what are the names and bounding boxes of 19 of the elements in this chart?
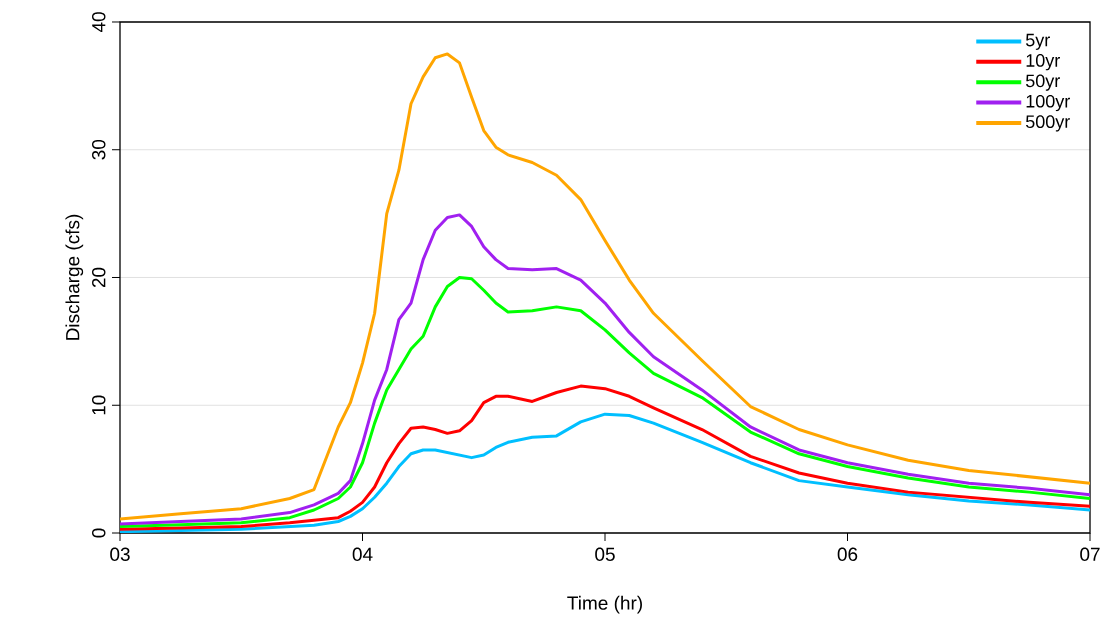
x-tick-label: 06 xyxy=(837,547,858,561)
y-axis-title: Discharge (cfs) xyxy=(65,214,84,340)
y-tick-label: 30 xyxy=(92,139,106,160)
y-tick-label: 0 xyxy=(92,528,106,538)
legend-label: 5yr xyxy=(1025,33,1050,50)
y-tick-label: 40 xyxy=(92,12,106,33)
x-tick-label: 07 xyxy=(1080,547,1100,561)
line-series xyxy=(120,213,1091,526)
legend-label: 10yr xyxy=(1026,54,1060,71)
legend-label: 50yr xyxy=(1025,74,1060,91)
x-tick-label: 05 xyxy=(595,547,615,561)
legend-label: 100yr xyxy=(1026,94,1070,112)
legend-label: 500yr xyxy=(1025,115,1070,132)
y-tick-label: 20 xyxy=(92,267,106,288)
line-series xyxy=(120,276,1091,529)
x-tick-label: 04 xyxy=(352,547,373,561)
x-tick-label: 03 xyxy=(110,547,130,561)
x-axis-title: Time (hr) xyxy=(567,595,642,614)
y-tick-label: 10 xyxy=(92,395,106,415)
